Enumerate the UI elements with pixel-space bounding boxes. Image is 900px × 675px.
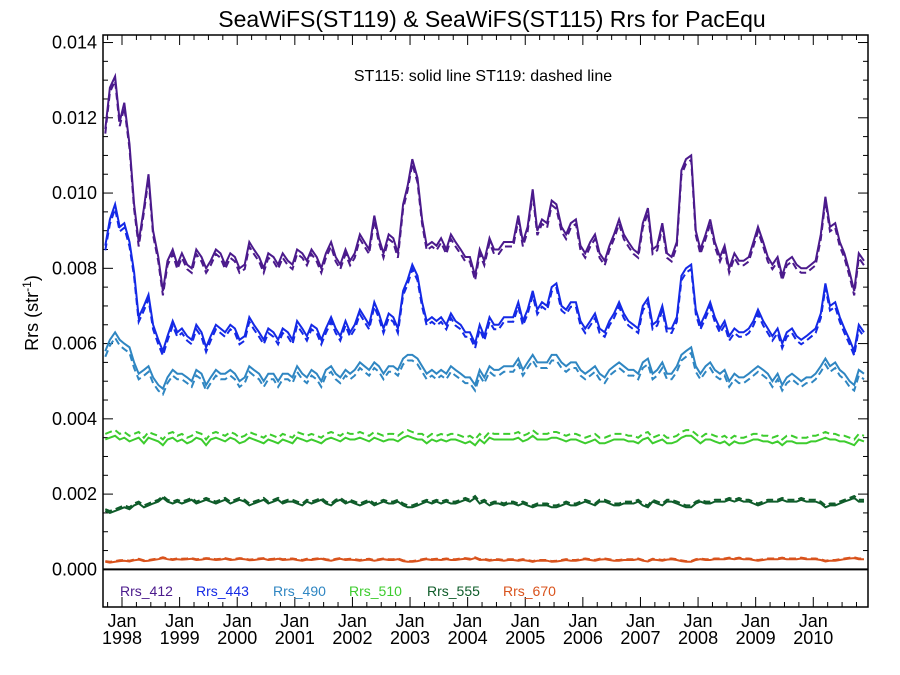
x-tick-month-label: Jan [568, 611, 597, 631]
legend-item-rrs-490: Rrs_490 [273, 583, 326, 599]
series-line-rrs-510-st119 [104, 428, 865, 442]
legend-item-rrs-670: Rrs_670 [503, 583, 556, 599]
series-line-rrs-490-st119 [104, 336, 865, 397]
x-tick-month-label: Jan [165, 611, 194, 631]
x-tick-month-label: Jan [511, 611, 540, 631]
chart-title: SeaWiFS(ST119) & SeaWiFS(ST115) Rrs for … [218, 6, 765, 32]
series-line-rrs-555-st119 [104, 494, 864, 513]
x-tick-year-label: 2002 [332, 628, 372, 648]
y-tick-label: 0.014 [52, 33, 97, 53]
x-tick-year-label: 2006 [563, 628, 603, 648]
series-line-rrs-412-st119 [104, 77, 865, 296]
y-tick-label: 0.012 [52, 108, 97, 128]
y-axis-label-close: ) [22, 275, 42, 281]
y-tick-label: 0.006 [52, 334, 97, 354]
y-tick-label: 0.010 [52, 183, 97, 203]
x-tick-month-label: Jan [453, 611, 482, 631]
y-axis-label-text: Rrs (str [22, 292, 42, 351]
x-tick-year-label: 1999 [160, 628, 200, 648]
legend-item-rrs-510: Rrs_510 [349, 583, 402, 599]
series-line-rrs-443-st115 [104, 200, 865, 355]
x-tick-year-label: 2004 [448, 628, 488, 648]
y-axis-label-superscript: -1 [20, 281, 34, 292]
x-tick-month-label: Jan [107, 611, 136, 631]
x-tick-year-label: 2003 [390, 628, 430, 648]
legend-item-rrs-412: Rrs_412 [120, 583, 173, 599]
plot-frame [102, 34, 869, 608]
x-tick-year-label: 2009 [736, 628, 776, 648]
x-tick-month-label: Jan [799, 611, 828, 631]
legend-item-rrs-443: Rrs_443 [196, 583, 249, 599]
series-line-rrs-490-st115 [104, 330, 865, 391]
x-tick-month-label: Jan [338, 611, 367, 631]
series-line-rrs-443-st119 [104, 205, 865, 360]
series-line-rrs-670-st115 [105, 557, 864, 564]
series-line-rrs-412-st115 [104, 72, 865, 292]
x-tick-year-label: 2010 [793, 628, 833, 648]
y-tick-label: 0.004 [52, 409, 97, 429]
x-tick-month-label: Jan [684, 611, 713, 631]
y-tick-label: 0.008 [52, 258, 97, 278]
x-tick-year-label: 2000 [217, 628, 257, 648]
legend-item-rrs-555: Rrs_555 [427, 583, 480, 599]
x-tick-year-label: 2007 [620, 628, 660, 648]
x-tick-month-label: Jan [626, 611, 655, 631]
x-tick-year-label: 1998 [102, 628, 142, 648]
x-tick-month-label: Jan [741, 611, 770, 631]
plot-layer: 0.000 0.002 0.004 0.006 0.008 0.010 0.012 0.014… [52, 33, 869, 648]
x-tick-month-label: Jan [223, 611, 252, 631]
x-tick-year-label: 2008 [678, 628, 718, 648]
series-line-rrs-510-st115 [104, 434, 865, 447]
x-tick-month-label: Jan [280, 611, 309, 631]
y-axis-label: Rrs (str-1) [20, 275, 42, 351]
x-tick-month-label: Jan [396, 611, 425, 631]
series-line-rrs-555-st115 [104, 496, 864, 514]
y-tick-label: 0.002 [52, 484, 97, 504]
x-tick-year-label: 2001 [275, 628, 315, 648]
x-tick-year-label: 2005 [505, 628, 545, 648]
line-style-annotation: ST115: solid line ST119: dashed line [354, 68, 612, 85]
y-tick-label: 0.000 [52, 559, 97, 579]
